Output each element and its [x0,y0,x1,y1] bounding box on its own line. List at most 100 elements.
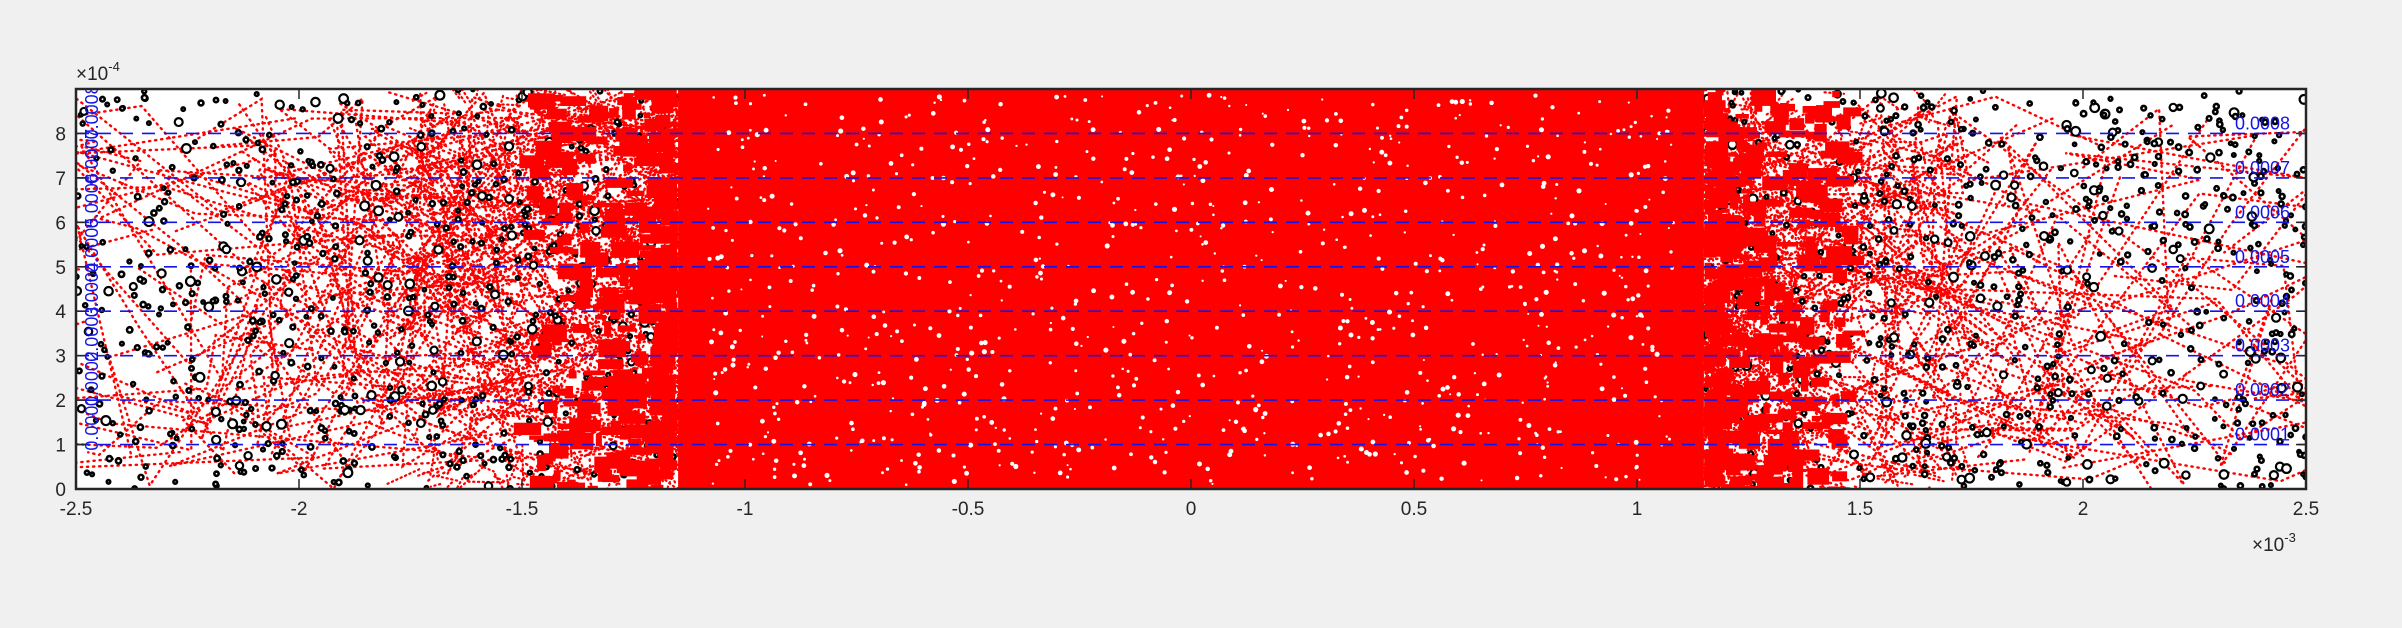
particle-marker [408,342,416,350]
particle-marker [2281,222,2288,229]
particle-marker [2049,396,2057,404]
particle-marker [2291,325,2298,332]
trajectory-line [2038,176,2306,408]
trajectory-fragment [1884,141,1905,163]
trajectory-fragment [1811,150,1821,165]
particle-marker [2147,263,2157,273]
trajectory-core-fringe [1746,344,1758,355]
particle-marker [506,230,518,241]
particle-marker [2151,467,2159,475]
particle-marker [2101,194,2110,203]
trajectory-core-fringe [1708,434,1720,449]
trajectory-fragment [459,312,487,321]
particle-marker [1891,454,1900,463]
trajectory-core-fringe [595,314,607,320]
trajectory-core-fringe [1798,187,1806,200]
particle-marker [2200,92,2208,100]
particle-marker [430,301,440,311]
particle-marker [2085,475,2094,484]
trajectory-fragment [1940,408,1949,446]
particle-marker [2286,272,2295,280]
trajectory-line [201,253,460,489]
particle-marker [126,258,133,265]
particle-marker-in-core [1182,136,1187,141]
particle-marker-in-core [1189,227,1194,232]
particle-marker [145,120,152,127]
particle-marker [258,145,267,154]
particle-marker [299,106,306,113]
particle-marker-in-core [1667,227,1670,230]
trajectory-line [1911,162,2306,463]
trajectory-line [428,144,744,289]
particle-marker [2084,390,2093,398]
particle-marker [528,260,539,271]
particle-marker [128,281,138,292]
particle-marker [133,115,140,122]
trajectory-core-fringe [595,267,618,278]
particle-marker [1861,112,1869,120]
particle-marker [459,168,468,177]
particle-marker [2250,221,2259,230]
particle-marker [194,371,206,383]
particle-marker [145,406,153,415]
particle-marker [2256,157,2263,165]
particle-marker [479,102,488,111]
trajectory-fragment [424,220,441,247]
particle-marker [219,210,228,219]
trajectory-fragment [1874,477,1914,486]
trajectory-fragment [1789,267,1800,276]
particle-marker [2050,360,2057,368]
particle-marker [2259,116,2266,123]
trajectory-fragment [413,288,421,315]
particle-marker [2082,272,2092,282]
particle-marker [439,199,448,207]
particle-marker [498,236,505,243]
trajectory-fragment [577,354,585,368]
particle-marker [2192,433,2199,440]
particle-marker [1786,365,1793,373]
particle-marker-in-core [871,383,874,387]
particle-marker [1900,187,1909,196]
particle-marker [2117,425,2125,433]
particle-marker [152,343,161,351]
particle-marker [2220,423,2227,430]
particle-marker [2251,470,2258,478]
particle-marker [100,415,112,427]
particle-marker-in-core [1376,188,1381,194]
particle-marker [1887,116,1895,123]
trajectory-core-fringe [1805,243,1818,256]
particle-marker [1840,295,1848,303]
trajectory-core-fringe [576,153,586,162]
particle-marker-in-core [928,326,933,331]
trajectory-fragment [438,115,453,127]
particle-marker [319,249,327,258]
particle-marker [582,147,590,155]
particle-marker [2046,235,2054,242]
trajectory-fragment [1797,185,1803,226]
particle-marker-in-core [803,457,806,461]
trajectory-fragment [562,359,574,366]
particle-marker-in-core [1566,221,1571,226]
particle-marker [2002,410,2011,419]
particle-marker-in-core [810,288,814,292]
particle-marker [1728,99,1735,106]
particle-marker-in-core [1123,221,1129,227]
particle-marker [2258,419,2266,427]
trajectory-core-fringe [1757,142,1768,150]
particle-marker [1901,430,1912,441]
particle-marker [2114,226,2124,236]
particle-marker [573,465,582,474]
particle-marker [329,295,336,301]
particle-marker [318,355,325,362]
particle-marker-in-core [1495,352,1498,356]
trajectory-fragment [449,213,471,218]
particle-marker [386,216,393,223]
particle-marker [2101,401,2112,412]
trajectory-fragment [431,386,437,410]
particle-marker [188,289,196,298]
particle-marker [1967,194,1974,202]
particle-marker-in-core [790,350,795,355]
particle-marker [435,399,444,408]
particle-marker [505,463,513,472]
trajectory-fragment [474,409,484,421]
